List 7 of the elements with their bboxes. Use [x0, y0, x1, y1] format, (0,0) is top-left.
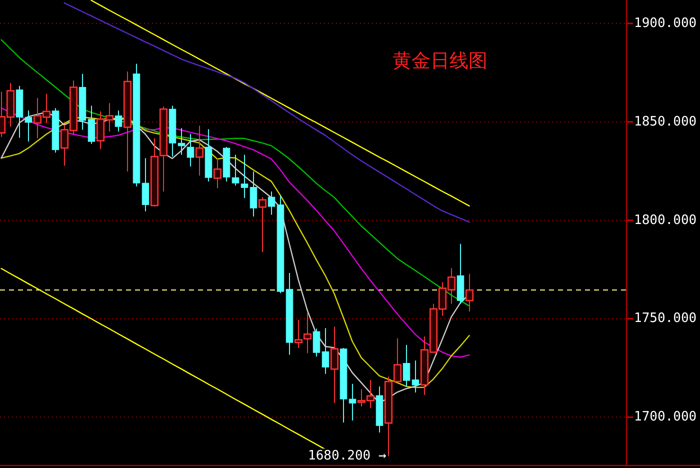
y-tick-label: 1900.000 — [634, 16, 697, 31]
y-tick-label: 1850.000 — [634, 114, 697, 130]
text: 黄金日线图 — [392, 50, 488, 72]
y-tick-label: 1750.000 — [634, 311, 697, 326]
y-tick-label: 1700.000 — [634, 410, 697, 425]
annotation: 1680.200 → — [308, 448, 386, 464]
y-tick-label: 1800.000 — [634, 212, 697, 228]
